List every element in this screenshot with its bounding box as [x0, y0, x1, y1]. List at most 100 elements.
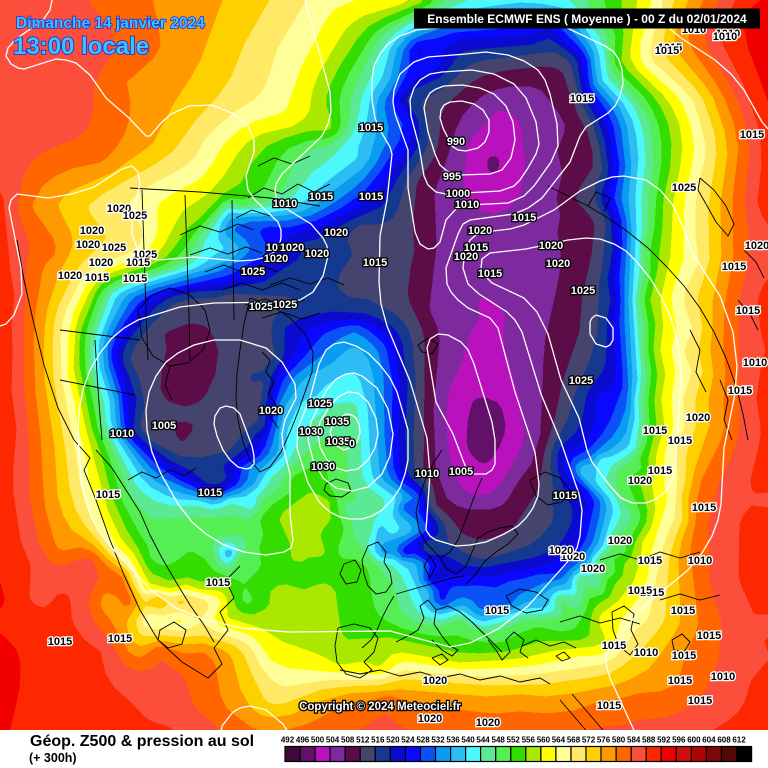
svg-text:1000: 1000	[446, 188, 470, 200]
svg-text:1010: 1010	[713, 31, 737, 43]
svg-text:1020: 1020	[305, 248, 329, 260]
svg-text:1020: 1020	[561, 551, 585, 563]
svg-text:504: 504	[326, 736, 340, 745]
svg-text:524: 524	[401, 736, 415, 745]
svg-text:560: 560	[537, 736, 551, 745]
svg-text:1010: 1010	[415, 468, 439, 480]
svg-text:1025: 1025	[273, 299, 297, 311]
svg-text:1010: 1010	[716, 28, 740, 40]
svg-text:564: 564	[552, 736, 566, 745]
svg-text:1015: 1015	[553, 490, 577, 502]
svg-text:1020: 1020	[76, 239, 100, 251]
svg-text:1015: 1015	[108, 633, 132, 645]
svg-text:1015: 1015	[668, 435, 692, 447]
svg-text:1015: 1015	[658, 42, 682, 54]
svg-text:1015: 1015	[359, 191, 383, 203]
svg-text:1025: 1025	[249, 301, 273, 313]
svg-text:1020: 1020	[549, 545, 573, 557]
svg-text:1015: 1015	[648, 465, 672, 477]
svg-text:500: 500	[311, 736, 325, 745]
svg-text:584: 584	[627, 736, 641, 745]
svg-text:596: 596	[672, 736, 686, 745]
svg-text:508: 508	[341, 736, 355, 745]
svg-text:1015: 1015	[478, 268, 502, 280]
svg-text:580: 580	[612, 736, 626, 745]
svg-text:1020: 1020	[423, 675, 447, 687]
svg-text:608: 608	[717, 736, 731, 745]
svg-text:1015: 1015	[697, 630, 721, 642]
svg-text:592: 592	[657, 736, 671, 745]
svg-text:1025: 1025	[133, 249, 157, 261]
svg-text:1020: 1020	[628, 475, 652, 487]
svg-text:1020: 1020	[454, 251, 478, 263]
svg-text:612: 612	[732, 736, 746, 745]
svg-text:1015: 1015	[602, 640, 626, 652]
svg-text:1025: 1025	[672, 182, 696, 194]
svg-text:1030: 1030	[311, 461, 335, 473]
svg-text:1020: 1020	[608, 535, 632, 547]
svg-text:1015: 1015	[638, 555, 662, 567]
svg-text:1015: 1015	[640, 587, 664, 599]
svg-text:Dimanche 14 janvier 2024: Dimanche 14 janvier 2024	[16, 15, 205, 32]
svg-text:1020: 1020	[581, 563, 605, 575]
svg-text:548: 548	[492, 736, 506, 745]
svg-text:1015: 1015	[722, 261, 746, 273]
svg-text:1020: 1020	[324, 227, 348, 239]
svg-text:1015: 1015	[692, 502, 716, 514]
svg-text:1020: 1020	[745, 240, 768, 252]
svg-text:1020: 1020	[539, 240, 563, 252]
svg-text:1015: 1015	[363, 257, 387, 269]
svg-text:1010: 1010	[743, 357, 767, 369]
svg-text:Ensemble ECMWF ENS ( Moyenne: Ensemble ECMWF ENS ( Moyenne ) - 00 Z du…	[427, 12, 747, 26]
svg-text:1015: 1015	[740, 129, 764, 141]
svg-text:1015: 1015	[123, 273, 147, 285]
svg-text:1015: 1015	[96, 489, 120, 501]
svg-text:1020: 1020	[107, 203, 131, 215]
svg-text:1015: 1015	[597, 700, 621, 712]
svg-text:1020: 1020	[468, 225, 492, 237]
svg-text:1015: 1015	[126, 257, 150, 269]
svg-text:Géop. Z500 & pression au sol: Géop. Z500 & pression au sol	[30, 733, 254, 750]
svg-text:1015: 1015	[671, 605, 695, 617]
svg-text:540: 540	[461, 736, 475, 745]
svg-text:1025: 1025	[123, 210, 147, 222]
svg-text:1030: 1030	[299, 426, 323, 438]
svg-text:1015: 1015	[643, 425, 667, 437]
svg-text:1035: 1035	[326, 436, 350, 448]
svg-text:1025: 1025	[571, 285, 595, 297]
svg-text:1015: 1015	[48, 636, 72, 648]
svg-text:1015: 1015	[688, 695, 712, 707]
svg-text:1015: 1015	[655, 45, 679, 57]
svg-text:1010: 1010	[110, 428, 134, 440]
svg-text:556: 556	[522, 736, 536, 745]
svg-text:512: 512	[356, 736, 370, 745]
svg-text:1020: 1020	[264, 253, 288, 265]
svg-text:1015: 1015	[672, 650, 696, 662]
svg-text:1020: 1020	[686, 412, 710, 424]
svg-text:588: 588	[642, 736, 656, 745]
svg-text:1020: 1020	[58, 270, 82, 282]
svg-text:516: 516	[371, 736, 385, 745]
svg-text:568: 568	[567, 736, 581, 745]
svg-text:1020: 1020	[280, 242, 304, 254]
svg-text:1020: 1020	[546, 258, 570, 270]
svg-text:1015: 1015	[85, 272, 109, 284]
svg-text:528: 528	[416, 736, 430, 745]
svg-text:1025: 1025	[102, 242, 126, 254]
svg-text:1020: 1020	[259, 405, 283, 417]
svg-text:Copyright © 2024 Meteociel.fr: Copyright © 2024 Meteociel.fr	[299, 701, 461, 713]
svg-text:1035: 1035	[325, 416, 349, 428]
svg-text:1010: 1010	[688, 555, 712, 567]
svg-text:1015: 1015	[728, 385, 752, 397]
svg-text:532: 532	[431, 736, 445, 745]
svg-text:1015: 1015	[464, 242, 488, 254]
svg-text:1020: 1020	[476, 717, 500, 729]
svg-text:600: 600	[687, 736, 701, 745]
svg-text:1025: 1025	[308, 398, 332, 410]
svg-text:1010: 1010	[273, 198, 297, 210]
svg-text:1010: 1010	[711, 671, 735, 683]
svg-text:13:00 locale: 13:00 locale	[13, 33, 149, 60]
svg-text:990: 990	[447, 136, 465, 148]
svg-text:1015: 1015	[668, 675, 692, 687]
svg-text:1020: 1020	[89, 257, 113, 269]
